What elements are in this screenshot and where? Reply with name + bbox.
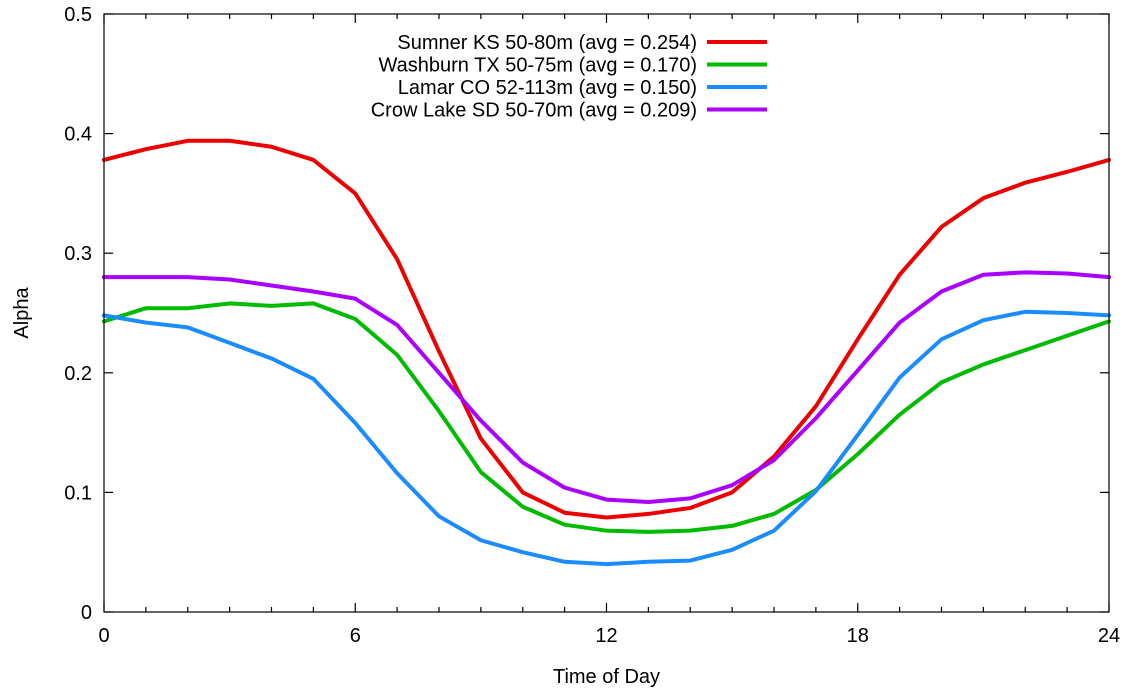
y-tick-label: 0 bbox=[81, 602, 92, 624]
y-tick-label: 0.5 bbox=[64, 4, 92, 26]
series-line-2 bbox=[102, 301, 1111, 534]
legend-label-2: Washburn TX 50-75m (avg = 0.170) bbox=[379, 55, 698, 77]
plot-frame bbox=[103, 13, 1110, 613]
series-line-3 bbox=[102, 309, 1111, 567]
legend-label-1: Sumner KS 50-80m (avg = 0.254) bbox=[397, 32, 697, 54]
series-line-4 bbox=[102, 270, 1111, 504]
legend-label-4: Crow Lake SD 50-70m (avg = 0.209) bbox=[371, 100, 697, 122]
x-tick-label: 0 bbox=[98, 625, 109, 647]
series-line-1 bbox=[102, 138, 1111, 520]
x-axis-label: Time of Day bbox=[553, 666, 660, 688]
x-tick-label: 6 bbox=[350, 625, 361, 647]
x-tick-label: 18 bbox=[847, 625, 869, 647]
y-tick-label: 0.1 bbox=[64, 482, 92, 504]
ticks-layer bbox=[103, 13, 1110, 613]
x-tick-label: 24 bbox=[1098, 625, 1120, 647]
y-tick-label: 0.3 bbox=[64, 243, 92, 265]
legend-label-3: Lamar CO 52-113m (avg = 0.150) bbox=[398, 77, 697, 99]
y-tick-label: 0.4 bbox=[64, 124, 92, 146]
y-tick-label: 0.2 bbox=[64, 363, 92, 385]
x-tick-label: 12 bbox=[595, 625, 617, 647]
y-axis-label: Alpha bbox=[11, 287, 33, 339]
legend: Sumner KS 50-80m (avg = 0.254)Washburn T… bbox=[371, 32, 767, 122]
tick-labels-layer: 0 6 12 18 24 0 0.1 0.2 0.3 0.4 0.5 bbox=[64, 4, 1120, 647]
series-layer bbox=[102, 138, 1111, 567]
